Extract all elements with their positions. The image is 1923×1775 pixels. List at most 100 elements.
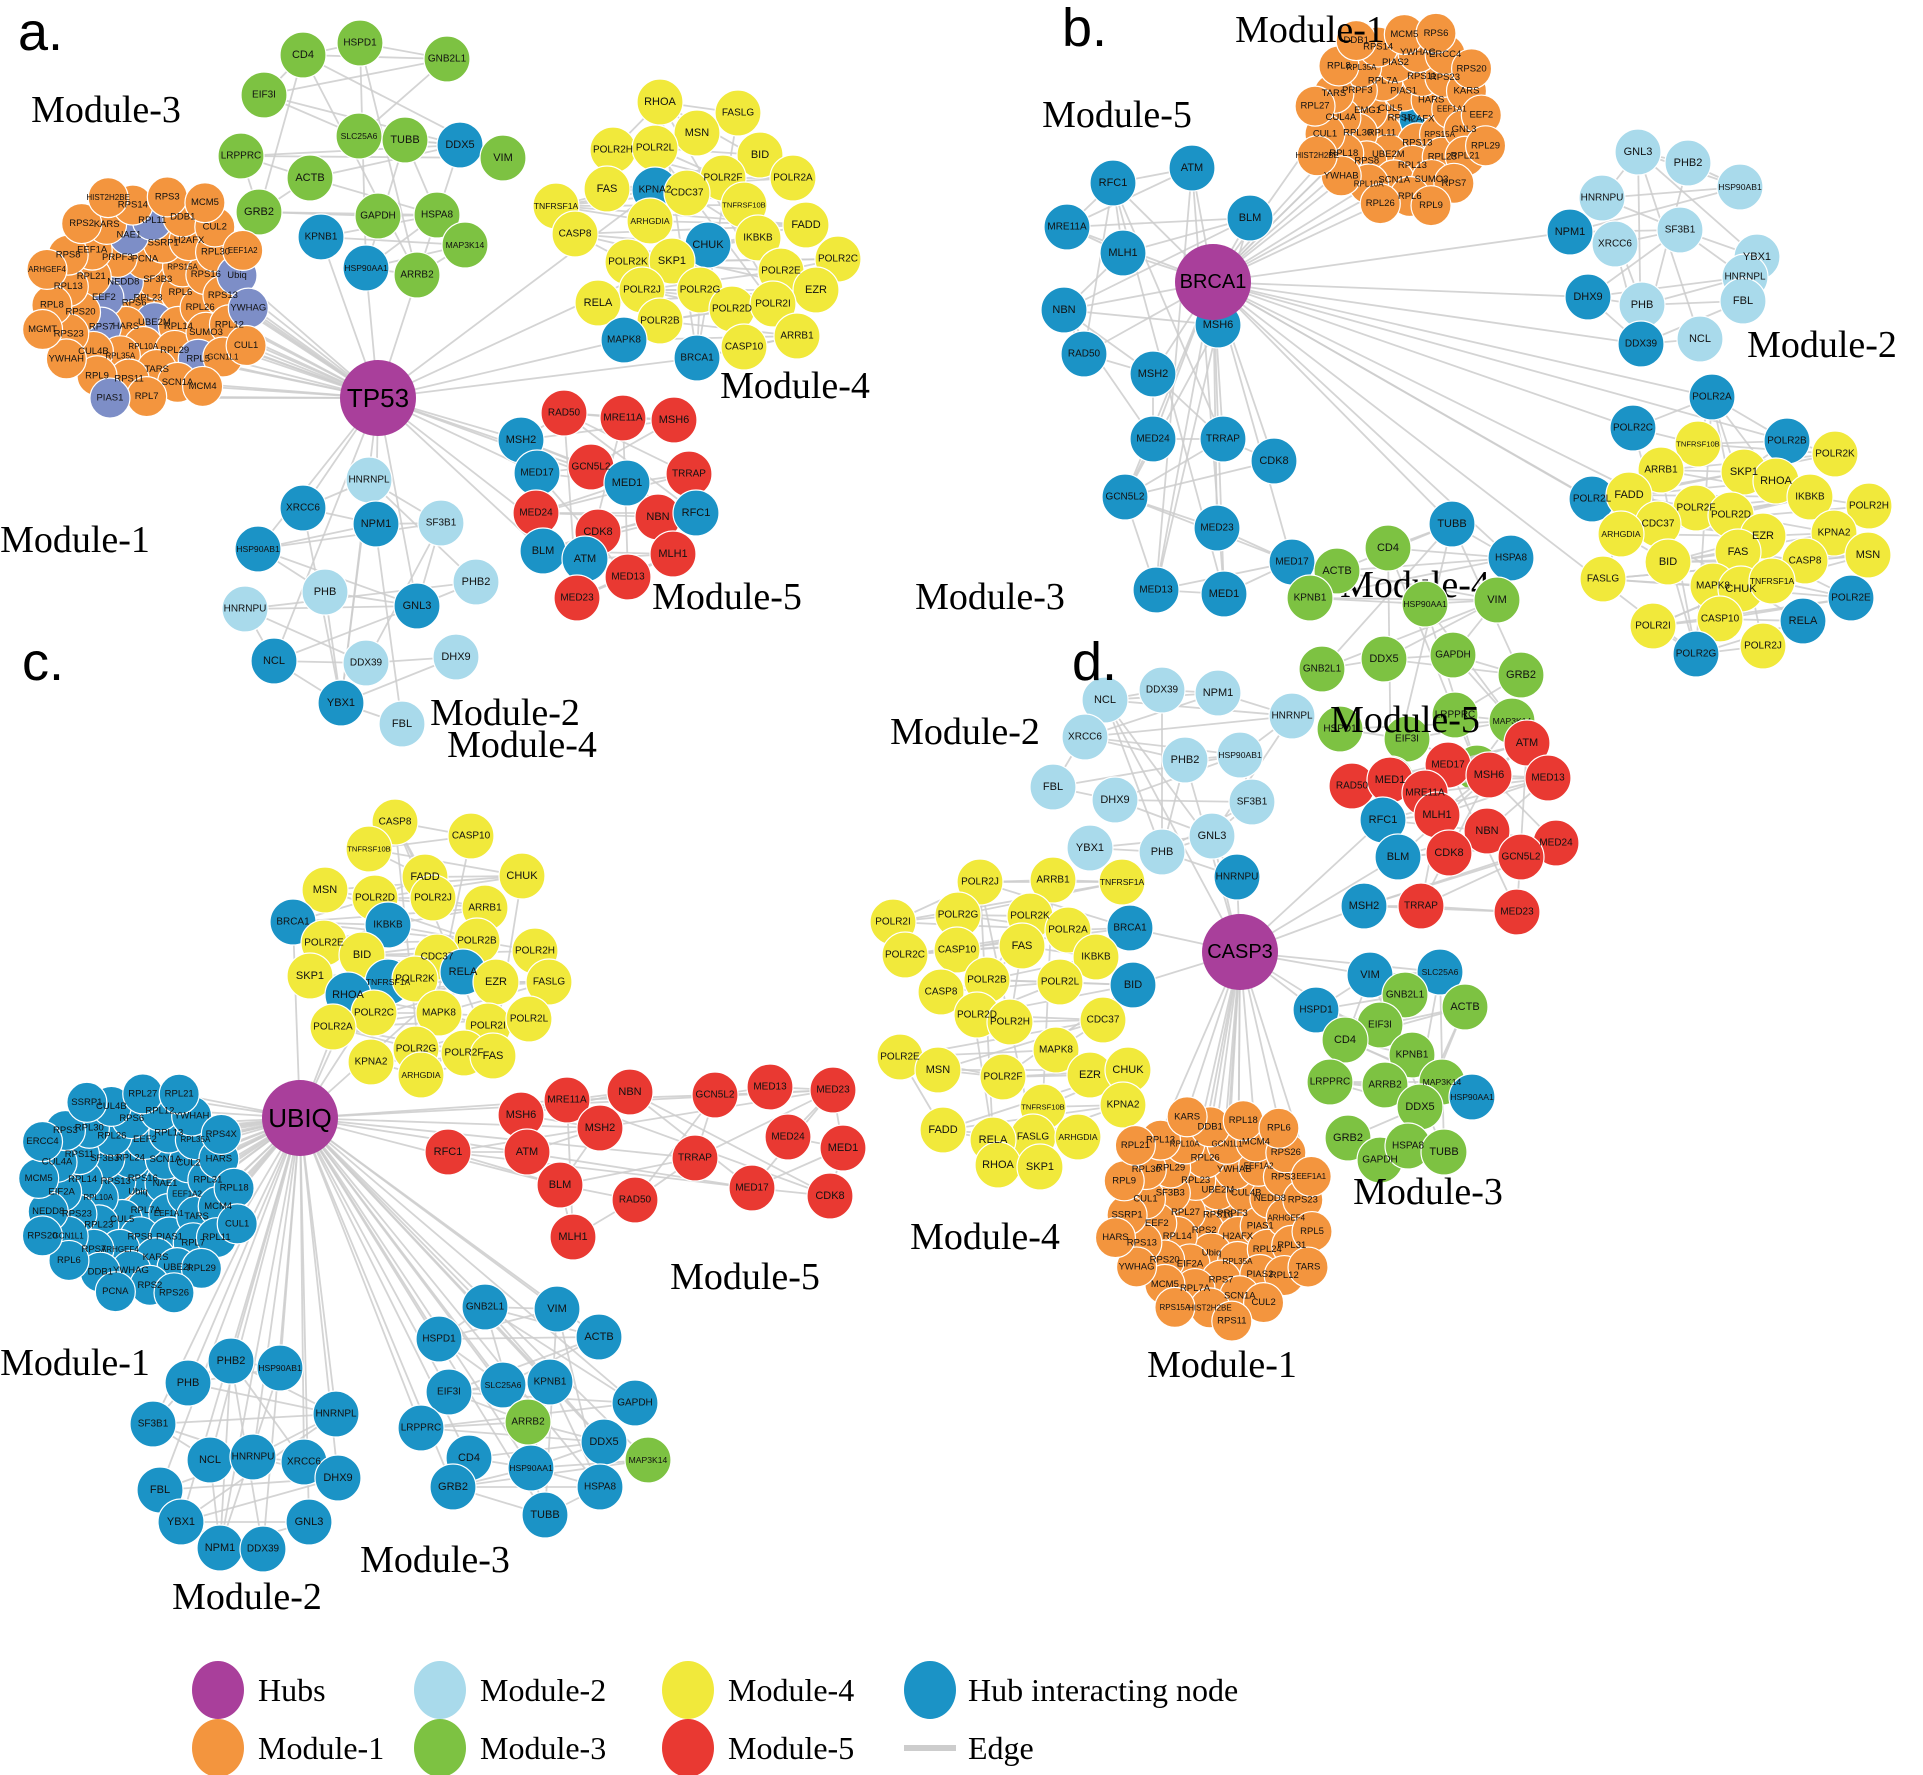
node-label: RPS16 [1203, 1210, 1233, 1221]
node-label: YWHAB [1217, 1164, 1252, 1175]
hub-node-TP53 [340, 360, 416, 436]
node-ACTB [286, 154, 334, 202]
node-label: TRRAP [1404, 901, 1438, 912]
node-label: RPL35A [180, 1135, 210, 1144]
node-DDB1 [1335, 19, 1377, 62]
node-RAD50 [540, 389, 588, 437]
node-label: MED17 [1275, 557, 1309, 568]
node-label: EEF1A [77, 245, 108, 256]
node-label: RAD50 [548, 408, 581, 419]
hub-node-UBIQ [262, 1080, 338, 1156]
legend-label: Module-3 [480, 1730, 606, 1766]
node-label: ARRB1 [780, 331, 814, 342]
node-HNRNPU [221, 585, 269, 633]
node-MRE11A [599, 394, 647, 442]
node-label: FAS [1728, 546, 1749, 558]
node-label: RFC1 [682, 507, 711, 519]
node-label: MAP3K14 [629, 1455, 668, 1465]
node-HSP90AA1 [507, 1444, 555, 1492]
node-label: RHOA [982, 1159, 1014, 1171]
node-RPS11 [1211, 1300, 1253, 1342]
node-label: RPS7 [89, 322, 114, 333]
node-label: MED13 [753, 1082, 787, 1093]
node-GNL3 [285, 1498, 333, 1546]
node-PHB2 [1664, 139, 1712, 187]
node-FADD [782, 201, 830, 249]
node-label: Ubiq [128, 1187, 148, 1198]
node-label: RPL10A [1170, 1139, 1200, 1148]
node-label: GRB2 [244, 206, 274, 218]
node-POLR2K [391, 955, 439, 1003]
node-label: CASP10 [725, 342, 764, 353]
node-label: ARRB1 [1036, 875, 1070, 886]
node-label: RPL9 [1419, 200, 1443, 211]
node-SLC25A6 [1416, 948, 1464, 996]
module-module-4-panel-a: RHOA FASLG MSN POLR2H POLR2L BID POLR2F POLR2A F… [532, 78, 862, 382]
node-label: ARRB2 [511, 1417, 545, 1428]
node-label: KARS [94, 219, 120, 230]
node-label: PRPF3 [1342, 85, 1373, 96]
node-MGMT [21, 308, 64, 351]
node-label: MCM5 [25, 1173, 53, 1184]
module-label: Module-3 [31, 89, 181, 131]
node-GCN5L2 [691, 1071, 739, 1119]
node-GRB2 [235, 188, 283, 236]
node-label: MSH2 [1138, 368, 1169, 380]
node-RPL6 [1258, 1107, 1300, 1149]
node-RELA [1779, 597, 1827, 645]
node-label: DDB1 [170, 211, 195, 222]
node-label: LRPPRC [1435, 710, 1476, 721]
node-label: POLR2A [773, 173, 813, 184]
node-label: XRCC6 [1068, 732, 1102, 743]
node-SF3B1 [417, 499, 465, 547]
node-KARS [1166, 1096, 1208, 1138]
node-MED23 [1493, 888, 1541, 936]
node-label: PIAS1 [156, 1232, 183, 1243]
node-MSH6 [1465, 751, 1513, 799]
node-label: FADD [791, 219, 820, 231]
node-PIAS1 [89, 377, 131, 419]
node-TUBB [521, 1491, 569, 1539]
node-label: NPM1 [1203, 687, 1234, 699]
node-label: CDC37 [421, 952, 454, 963]
node-label: RPL12 [145, 1106, 174, 1117]
node-MLH1 [649, 530, 697, 578]
node-label: ARRB1 [468, 903, 502, 914]
node-label: ARHGDIA [630, 216, 669, 226]
node-EIF3I [240, 71, 288, 119]
node-label: EZR [805, 284, 827, 296]
node-label: FASLG [533, 977, 565, 988]
node-label: HSPA8 [584, 1482, 616, 1493]
node-label: RPS26 [159, 1287, 189, 1298]
node-PHB2 [452, 558, 500, 606]
node-label: RPL24 [1253, 1244, 1282, 1255]
node-label: BLM [1239, 212, 1262, 224]
node-label: DDX39 [247, 1544, 280, 1555]
node-label: RAD50 [619, 1195, 652, 1206]
node-label: NPM1 [361, 518, 392, 530]
node-label: SF3B1 [1237, 797, 1268, 808]
node-label: RPL12 [215, 319, 244, 330]
node-label: RPL5 [186, 354, 210, 365]
node-TRRAP [1199, 415, 1247, 463]
node-GRB2 [429, 1463, 477, 1511]
node-VIM [479, 134, 527, 182]
node-HSPD1 [1316, 705, 1364, 753]
node-label: GNL3 [403, 600, 432, 612]
node-label: HARS [1102, 1232, 1128, 1243]
node-label: MED13 [1531, 773, 1565, 784]
node-label: RPL23 [1181, 1175, 1210, 1186]
node-POLR2K [1811, 430, 1859, 478]
node-ATM [1503, 719, 1551, 767]
node-label: CUL1 [1133, 1194, 1157, 1205]
node-label: KPNB1 [534, 1377, 567, 1388]
node-FBL [1719, 277, 1767, 325]
node-label: RPS11 [114, 373, 143, 384]
node-GAPDH [354, 192, 402, 240]
node-RPL21 [1114, 1124, 1156, 1167]
node-label: RPL31 [1277, 1240, 1306, 1251]
node-label: RFC1 [1369, 814, 1398, 826]
node-BRCA1 [673, 334, 721, 382]
node-label: EZR [485, 976, 507, 988]
node-label: RPL8 [1327, 60, 1351, 71]
